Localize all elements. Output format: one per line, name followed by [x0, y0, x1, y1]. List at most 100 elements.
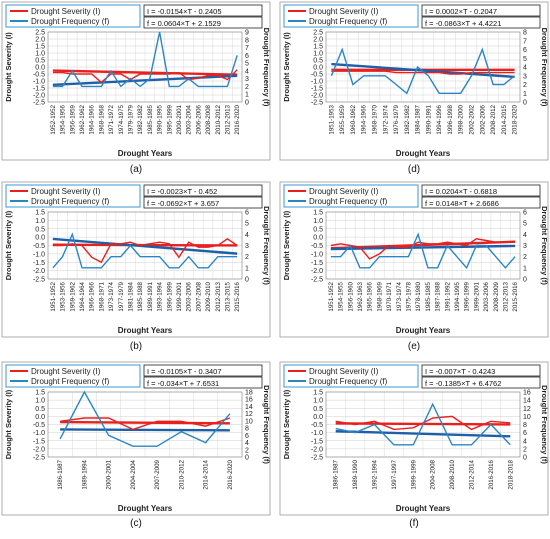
- x-tick-label: 1972-1974: [382, 104, 389, 134]
- y2-tick-label: 2: [523, 82, 527, 89]
- x-tick-label: 2014-2015: [501, 104, 508, 134]
- x-tick-label: 1955-1959: [339, 104, 346, 134]
- frequency-equation: f = -0.0692×T + 3.657: [147, 199, 219, 208]
- x-tick-label: 2012-2013: [224, 104, 231, 134]
- y-tick-label: 0.0: [313, 65, 323, 72]
- y-tick-label: -0.5: [33, 72, 45, 79]
- y2-tick-label: 14: [523, 398, 531, 405]
- y-tick-label: -0.5: [33, 243, 45, 250]
- frequency-series-line: [59, 390, 231, 447]
- x-tick-label: 1956-1960: [347, 281, 354, 311]
- y-tick-label: -1.5: [33, 86, 45, 93]
- plot-area: [325, 391, 521, 458]
- x-tick-label: 1989-1994: [81, 459, 88, 489]
- y-tick-label: 1.0: [35, 218, 45, 225]
- y2-axis-title: Drought Frequency (f): [262, 28, 271, 107]
- x-tick-label: 1992-1994: [372, 459, 379, 489]
- severity-trend-line: [52, 69, 238, 76]
- frequency-trend-line: [52, 74, 238, 86]
- y2-tick-label: 5: [523, 56, 527, 63]
- y2-tick-label: 1: [245, 92, 249, 99]
- frequency-equation-box: [421, 16, 541, 29]
- legend-box: [5, 4, 141, 28]
- y-tick-label: 0.5: [313, 226, 323, 233]
- legend-label-severity: Drought Severity (I): [309, 367, 379, 376]
- x-tick-label: 2009-2010: [205, 281, 212, 311]
- y2-tick-label: 0: [245, 277, 249, 284]
- frequency-equation: f = 0.0148×T + 2.6686: [425, 199, 499, 208]
- x-tick-label: 1997-1997: [391, 459, 398, 489]
- severity-equation: I = -0.0105×T - 0.3407: [147, 367, 222, 376]
- frequency-trend-line: [52, 237, 238, 255]
- legend: Drought Severity (I)Drought Frequency (f…: [283, 184, 419, 208]
- x-tick-label: 1973-1974: [396, 281, 403, 311]
- y2-tick-label: 6: [523, 210, 527, 217]
- y2-tick-label: 4: [245, 68, 249, 75]
- x-tick-label: 2008-2010: [449, 459, 456, 489]
- x-tick-label: 1989-1990: [352, 459, 359, 489]
- legend: Drought Severity (I)Drought Frequency (f…: [5, 4, 141, 28]
- y-tick-label: -1.5: [311, 438, 323, 445]
- x-tick-label: 1989-1991: [147, 281, 154, 311]
- x-tick-label: 2016-2020: [227, 459, 234, 489]
- y-tick-label: 1.5: [313, 210, 323, 217]
- x-tick-label: 2004-2008: [430, 459, 437, 489]
- x-tick-label: 1991-1992: [444, 281, 451, 311]
- x-tick-label: 1977-1979: [118, 281, 125, 311]
- x-tick-label: 2007-2009: [154, 459, 161, 489]
- y2-axis-title: Drought Frequency (f): [262, 385, 271, 464]
- y2-tick-label: 6: [523, 47, 527, 54]
- severity-trend-line: [330, 240, 516, 250]
- y-tick-label: -2.5: [33, 277, 45, 284]
- severity-equation: I = -0.0023×T - 0.452: [147, 187, 217, 196]
- frequency-equation-box: [143, 196, 263, 209]
- frequency-equation-box: [421, 376, 541, 389]
- x-axis-title: Drought Years: [396, 149, 451, 158]
- y-tick-label: -1.5: [311, 260, 323, 267]
- x-tick-label: 1970-1971: [386, 281, 393, 311]
- x-tick-label: 2010-2012: [178, 459, 185, 489]
- frequency-equation-box: [143, 16, 263, 29]
- severity-equation-box: [143, 184, 263, 197]
- x-tick-label: 1953-1956: [60, 281, 67, 311]
- y2-tick-label: 6: [523, 430, 527, 437]
- y2-tick-label: 1: [245, 265, 249, 272]
- severity-equation: I = 0.0002×T - 0.2047: [425, 7, 497, 16]
- x-tick-label: 1996-1999: [464, 281, 471, 311]
- x-tick-label: 1998-2000: [458, 104, 465, 134]
- severity-series-line: [52, 237, 238, 264]
- legend-label-severity: Drought Severity (I): [309, 187, 379, 196]
- legend-box: [283, 4, 419, 28]
- x-tick-label: 1994-1996: [436, 104, 443, 134]
- plot-area: [47, 211, 243, 280]
- x-tick-label: 2003-2004: [186, 104, 193, 134]
- legend-label-severity: Drought Severity (I): [31, 187, 101, 196]
- x-tick-label: 1975-1978: [405, 281, 412, 311]
- y2-tick-label: 16: [245, 397, 253, 404]
- y-tick-label: 0.0: [35, 414, 45, 421]
- y-tick-label: 0.0: [35, 65, 45, 72]
- y2-tick-label: 10: [245, 418, 253, 425]
- x-tick-label: 1952-1952: [50, 104, 57, 134]
- frequency-equation: f = -0.1385×T + 6.4762: [425, 379, 501, 388]
- y-tick-label: 1.5: [313, 390, 323, 397]
- x-tick-label: 1962-1962: [79, 104, 86, 134]
- x-tick-label: 1999-2001: [176, 281, 183, 311]
- x-tick-label: 2016-2016: [488, 459, 495, 489]
- y2-tick-label: 14: [245, 404, 253, 411]
- x-tick-label: 2003-2006: [186, 281, 193, 311]
- severity-equation-box: [421, 4, 541, 17]
- y2-tick-label: 3: [245, 243, 249, 250]
- x-tick-label: 1951-1952: [50, 281, 57, 311]
- x-tick-label: 2012-2013: [502, 281, 509, 311]
- x-tick-label: 1954-1956: [60, 104, 67, 134]
- plot-area: [47, 391, 243, 458]
- x-tick-label: 1982-1982: [404, 104, 411, 134]
- frequency-equation: f = 0.0604×T + 2.1529: [147, 19, 221, 28]
- y-tick-label: -0.5: [311, 243, 323, 250]
- y-tick-label: 1.0: [313, 398, 323, 405]
- y2-tick-label: 5: [523, 221, 527, 228]
- plot-area: [325, 211, 521, 280]
- y2-tick-label: 2: [245, 84, 249, 91]
